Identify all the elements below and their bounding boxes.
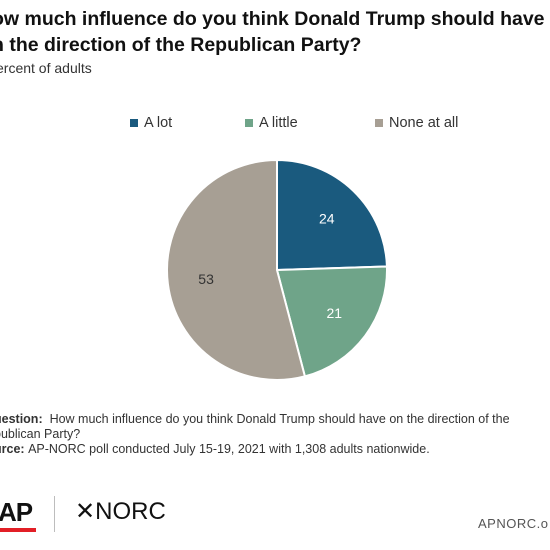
logo-divider — [54, 496, 55, 532]
source-text: AP-NORC poll conducted July 15-19, 2021 … — [28, 442, 430, 456]
pie-slices — [166, 158, 388, 381]
legend-item-a-little: A little — [245, 115, 298, 131]
legend-swatch-a-lot — [130, 119, 138, 127]
chart-title-line-2: n the direction of the Republican Party? — [0, 34, 362, 56]
chart-legend: A lot A little None at all — [0, 115, 550, 135]
question-text-line-1: How much influence do you think Donald T… — [49, 412, 510, 426]
data-label-a-lot: 24 — [319, 211, 335, 227]
data-label-a-little: 21 — [327, 305, 343, 321]
legend-label-a-lot: A lot — [144, 115, 173, 131]
pie-slice-a-lot — [276, 158, 388, 272]
legend-item-a-lot: A lot — [130, 115, 172, 131]
legend-swatch-none-at-all — [375, 119, 383, 127]
question-text-line-2: publican Party? — [0, 427, 81, 441]
chart-subtitle: ercent of adults — [0, 60, 92, 76]
source-label: urce: — [0, 442, 25, 456]
legend-item-none-at-all: None at all — [375, 115, 458, 131]
data-label-none-at-all: 53 — [198, 271, 214, 287]
question-label: uestion: — [0, 412, 43, 426]
pie-slice-none-at-all — [166, 158, 307, 381]
source-note: urce: AP-NORC poll conducted July 15-19,… — [0, 442, 544, 457]
ap-logo-underline — [0, 528, 36, 532]
legend-label-none-at-all: None at all — [389, 115, 459, 131]
apnorc-url: APNORC.o — [478, 516, 549, 531]
legend-label-a-little: A little — [259, 115, 298, 131]
pie-slice-a-little — [275, 265, 388, 378]
legend-swatch-a-little — [245, 119, 253, 127]
ap-logo: AP — [0, 497, 33, 527]
chart-title: ow much influence do you think Donald Tr… — [0, 6, 550, 58]
norc-logo: ✕NORC — [75, 498, 166, 525]
chart-notes: uestion: How much influence do you think… — [0, 412, 544, 457]
chart-title-line-1: ow much influence do you think Donald Tr… — [0, 8, 545, 30]
question-note: uestion: How much influence do you think… — [0, 412, 544, 427]
pie-data-labels: 24 21 53 — [198, 211, 342, 321]
